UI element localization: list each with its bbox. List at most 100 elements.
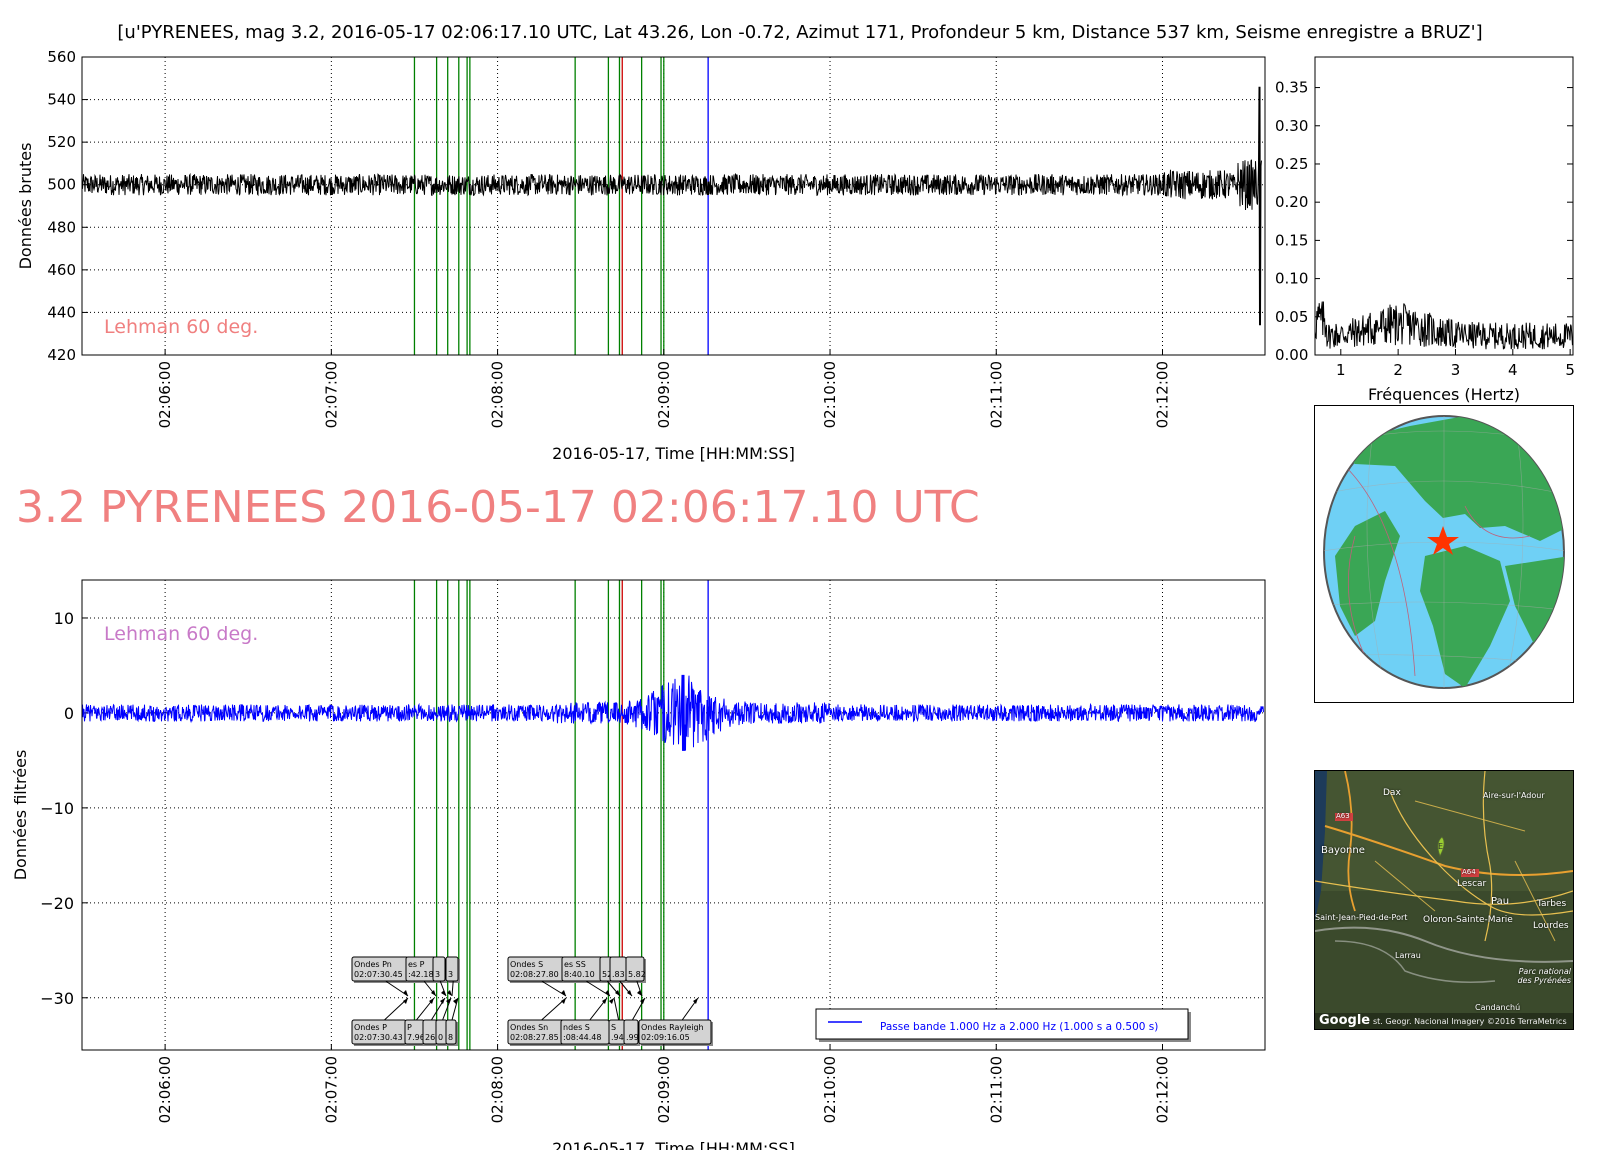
upper-phase-label-arrowhead (403, 990, 408, 996)
bot-ytick-label: −30 (40, 989, 74, 1008)
lower-phase-label: S.94 (608, 997, 627, 1046)
lower-phase-label-arrowhead (693, 998, 698, 1004)
lower-phase-label-arrow (451, 997, 459, 1021)
raw-trace (81, 86, 1262, 326)
lower-phase-label-arrow (613, 997, 620, 1021)
upper-phase-label: 5.82 (625, 956, 646, 997)
spec-xlabel: Fréquences (Hertz) (1368, 385, 1520, 404)
map-label-pau: Pau (1491, 896, 1510, 907)
lower-phase-label-time: .99 (626, 1033, 639, 1042)
lower-phase-label-name: S (611, 1023, 616, 1032)
map-label-a64: A64 (1462, 868, 1476, 876)
map-label-oloron: Oloron-Sainte-Marie (1423, 915, 1513, 925)
lower-phase-label-arrowhead (440, 998, 445, 1004)
upper-phase-label-time: :42.18 (408, 970, 434, 979)
bot-xtick-label: 02:07:00 (322, 1056, 340, 1123)
upper-phase-label-name: Ondes S (510, 960, 543, 969)
top-ytick-label: 540 (47, 91, 76, 109)
top-lehman-annotation: Lehman 60 deg. (104, 316, 258, 338)
spec-ytick-label: 0.05 (1275, 308, 1308, 326)
legend-box (815, 1008, 1189, 1040)
top-xtick-label: 02:08:00 (489, 361, 507, 428)
raw-plot: 420 440 460 480 500 520 540 560 Lehman 60 deg. Do… (16, 48, 1266, 463)
spec-ytick-label: 0.35 (1275, 79, 1308, 97)
top-xtick-label: 02:06:00 (156, 361, 174, 428)
upper-phase-label: 3 (432, 956, 447, 997)
lower-phase-label-arrowhead (602, 998, 607, 1004)
lower-phase-label-arrowhead (561, 998, 566, 1004)
spec-ytick-label: 0.20 (1275, 193, 1308, 211)
bot-xlabel: 2016-05-17, Time [HH:MM:SS] (552, 1139, 795, 1150)
top-ytick-label: 420 (47, 346, 76, 364)
google-logo: Google (1319, 1013, 1371, 1028)
map-label-dax: Dax (1383, 788, 1401, 798)
top-ytick-label: 440 (47, 303, 76, 321)
spec-plot-frame (1314, 56, 1574, 356)
globe-svg (1323, 415, 1565, 689)
upper-phase-label-name: es P (408, 960, 425, 969)
lower-phase-label-name: P (407, 1023, 412, 1032)
bot-ylabel: Données filtrées (11, 750, 30, 881)
map-label-tarbes: Tarbes (1537, 899, 1567, 909)
upper-phase-label: es SS8:40.10 (561, 956, 611, 997)
map-label-a63: A63 (1336, 812, 1350, 820)
top-ytick-label: 520 (47, 133, 76, 151)
lower-phase-label-time: 26 (425, 1033, 435, 1042)
lower-phase-label-time: 02:07:30.43 (354, 1033, 403, 1042)
upper-phase-label-box (445, 956, 459, 982)
upper-phase-label-time: 02:08:27.80 (510, 970, 559, 979)
top-ytick-label: 560 (47, 48, 76, 66)
lower-phase-label-time: 02:08:27.85 (510, 1033, 559, 1042)
top-xtick-label: 02:12:00 (1153, 361, 1171, 428)
lower-phase-label-name: Ondes Sn (510, 1023, 548, 1032)
lower-phase-label-arrowhead (429, 998, 434, 1004)
bot-xtick-label: 02:06:00 (156, 1056, 174, 1123)
map-label-lescar: Lescar (1457, 879, 1487, 889)
star-icon (1427, 526, 1459, 555)
satellite-map-svg (1315, 771, 1573, 1029)
legend: Passe bande 1.000 Hz a 2.000 Hz (1.000 s… (815, 1008, 1191, 1042)
spec-xtick-label: 5 (1565, 361, 1575, 379)
upper-phase-label-name: Ondes Pn (354, 960, 392, 969)
top-ytick-label: 480 (47, 218, 76, 236)
figure-title: [u'PYRENEES, mag 3.2, 2016-05-17 02:06:1… (117, 22, 1482, 43)
top-xtick-label: 02:07:00 (322, 361, 340, 428)
upper-phase-label-box (625, 956, 645, 982)
location-pin-icon (1437, 836, 1445, 857)
bot-ytick-label: −10 (40, 799, 74, 818)
map-label-candanchu: Candanchú (1475, 1003, 1521, 1012)
upper-phase-label-time: 3 (448, 970, 453, 979)
bot-ytick-label: 0 (64, 704, 74, 723)
satellite-map: Dax Aire-sur-l'Adour A63 Bayonne A64 E L… (1314, 770, 1574, 1030)
map-label-bayonne: Bayonne (1321, 845, 1365, 856)
bot-ytick-label: −20 (40, 894, 74, 913)
upper-phase-label-arrowhead (605, 990, 610, 996)
lower-phase-label-arrowhead (609, 998, 614, 1004)
upper-phase-label-time: 52 (602, 970, 612, 979)
bot-xtick-label: 02:11:00 (987, 1056, 1005, 1123)
map-label-parc: Parc national des Pyrénées (1517, 967, 1571, 985)
upper-phase-label-name: es SS (564, 960, 586, 969)
map-label-larrau: Larrau (1395, 951, 1421, 960)
lower-phase-label-arrowhead (453, 998, 458, 1004)
big-title: 3.2 PYRENEES 2016-05-17 02:06:17.10 UTC (16, 482, 980, 533)
map-attribution: st. Geogr. Nacional Imagery ©2016 TerraM… (1373, 1017, 1567, 1026)
bot-ytick-label: 10 (54, 609, 74, 628)
spec-ytick-label: 0.30 (1275, 117, 1308, 135)
lower-phase-label-arrowhead (403, 998, 408, 1004)
upper-phase-label-arrowhead (627, 990, 632, 996)
lower-phase-label-arrowhead (446, 998, 451, 1004)
spec-ytick-label: 0.00 (1275, 346, 1308, 364)
lower-phase-label-box (623, 1019, 639, 1045)
globe-map (1314, 405, 1574, 703)
top-ylabel: Données brutes (16, 143, 35, 270)
upper-phase-label-time: 3 (435, 970, 440, 979)
upper-phase-label-arrowhead (447, 990, 452, 996)
upper-phase-label: Ondes S02:08:27.80 (507, 956, 567, 997)
upper-phase-label-arrow (451, 980, 454, 997)
